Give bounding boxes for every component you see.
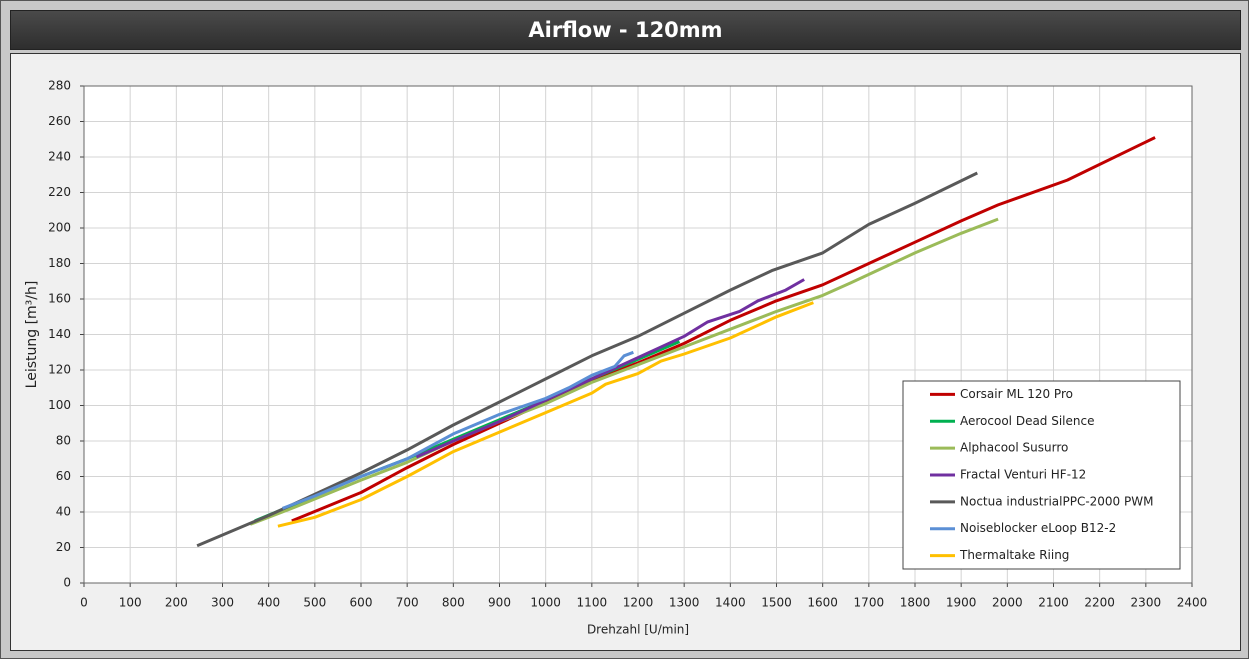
legend-label: Noiseblocker eLoop B12-2: [960, 521, 1116, 535]
x-tick-label: 400: [257, 596, 280, 610]
series-line: [281, 350, 634, 510]
series-line: [415, 278, 805, 459]
x-tick-label: 300: [211, 596, 234, 610]
x-tick-label: 900: [488, 596, 511, 610]
x-tick-label: 1000: [530, 596, 561, 610]
x-tick-label: 2000: [992, 596, 1023, 610]
x-tick-label: 1300: [669, 596, 700, 610]
y-tick-label: 80: [56, 434, 71, 448]
y-tick-label: 20: [56, 540, 71, 554]
y-tick-label: 40: [56, 505, 71, 519]
x-tick-label: 700: [396, 596, 419, 610]
y-tick-label: 0: [63, 576, 71, 590]
y-tick-label: 100: [48, 398, 71, 412]
y-tick-label: 200: [48, 221, 71, 235]
x-tick-label: 1800: [900, 596, 931, 610]
series-line: [249, 217, 999, 526]
x-tick-label: 1600: [807, 596, 838, 610]
legend-label: Corsair ML 120 Pro: [960, 387, 1073, 401]
x-tick-label: 600: [350, 596, 373, 610]
plot-border: [83, 85, 1193, 584]
y-tick-label: 120: [48, 363, 71, 377]
x-tick-label: 500: [303, 596, 326, 610]
legend-label: Noctua industrialPPC-2000 PWM: [960, 494, 1153, 508]
x-tick-label: 200: [165, 596, 188, 610]
x-tick-label: 2400: [1177, 596, 1208, 610]
legend-label: Aerocool Dead Silence: [960, 414, 1094, 428]
x-tick-label: 1900: [946, 596, 977, 610]
y-tick-label: 160: [48, 292, 71, 306]
y-axis-label: Leistung [m³/h]: [24, 281, 40, 389]
x-axis-label: Drehzahl [U/min]: [587, 623, 689, 637]
x-tick-label: 1200: [623, 596, 654, 610]
series-line: [277, 301, 814, 528]
x-tick-label: 0: [80, 596, 88, 610]
x-tick-label: 2200: [1084, 596, 1115, 610]
y-tick-label: 60: [56, 469, 71, 483]
legend-label: Alphacool Susurro: [960, 441, 1068, 455]
x-tick-label: 1400: [715, 596, 746, 610]
x-tick-label: 1700: [854, 596, 885, 610]
y-tick-label: 240: [48, 150, 71, 164]
x-tick-label: 800: [442, 596, 465, 610]
legend-label: Thermaltake Riing: [959, 548, 1069, 562]
x-tick-label: 1500: [761, 596, 792, 610]
x-tick-label: 100: [119, 596, 142, 610]
y-tick-label: 180: [48, 256, 71, 270]
y-tick-label: 140: [48, 327, 71, 341]
legend-label: Fractal Venturi HF-12: [960, 468, 1086, 482]
y-tick-label: 260: [48, 114, 71, 128]
x-tick-label: 1100: [577, 596, 608, 610]
series-line: [291, 136, 1156, 523]
y-tick-label: 220: [48, 185, 71, 199]
x-tick-label: 2300: [1131, 596, 1162, 610]
y-tick-label: 280: [48, 79, 71, 93]
chart-title: Airflow - 120mm: [10, 10, 1241, 50]
series-line: [196, 171, 978, 548]
x-tick-label: 2100: [1038, 596, 1069, 610]
